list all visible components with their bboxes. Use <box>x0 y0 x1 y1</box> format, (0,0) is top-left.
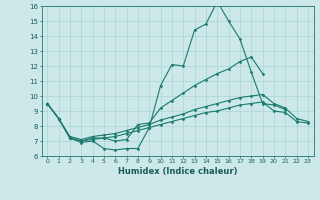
X-axis label: Humidex (Indice chaleur): Humidex (Indice chaleur) <box>118 167 237 176</box>
